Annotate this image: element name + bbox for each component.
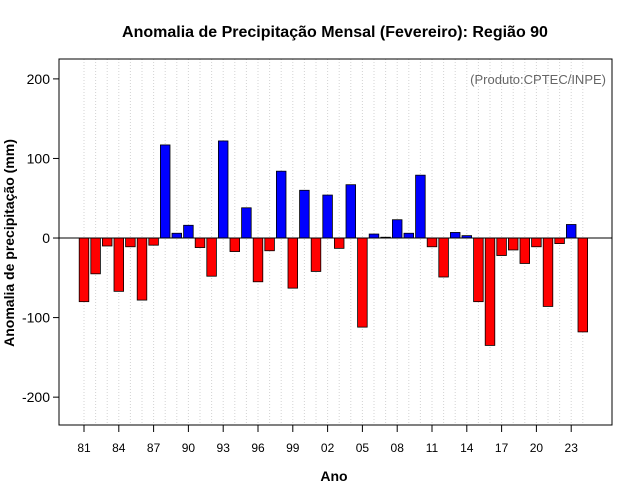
- x-tick-label: 81: [77, 441, 91, 455]
- bar-2008: [391, 219, 403, 239]
- bar-2015: [473, 237, 484, 303]
- x-tick-label: 11: [426, 441, 439, 455]
- y-tick-label: 100: [27, 150, 51, 166]
- y-tick-label: 200: [27, 71, 51, 87]
- bar-2024: [577, 237, 589, 333]
- bar-2012: [438, 237, 449, 278]
- y-tick-label: 0: [42, 230, 50, 246]
- bar-1989: [171, 232, 183, 239]
- bar-1992: [206, 237, 217, 277]
- product-annotation: (Produto:CPTEC/INPE): [470, 72, 606, 87]
- x-tick-label: 17: [495, 441, 509, 455]
- bar-1981: [78, 237, 90, 303]
- y-axis: -200 -100 0 100 200: [22, 71, 59, 405]
- x-tick-label: 93: [217, 441, 231, 455]
- y-tick-label: -100: [22, 310, 50, 326]
- x-axis-label: Ano: [320, 468, 347, 484]
- bar-1984: [113, 237, 125, 292]
- x-tick-label: 20: [530, 441, 544, 455]
- x-tick-label: 84: [112, 441, 126, 455]
- bar-1987: [148, 237, 159, 246]
- bar-1996: [252, 237, 264, 283]
- bar-2011: [426, 237, 438, 248]
- bar-2004: [345, 184, 357, 239]
- vertical-grid: [83, 59, 584, 425]
- x-tick-label: 02: [321, 441, 335, 455]
- x-tick-label: 14: [460, 441, 474, 455]
- bar-1991: [194, 237, 206, 248]
- bar-1986: [136, 237, 148, 301]
- plot-frame: [58, 58, 613, 426]
- bar-2005: [357, 237, 368, 328]
- x-axis: 81 84 87 90 93 96 99 02 05 08 11 14 17 20 23: [77, 425, 578, 455]
- y-axis-label: Anomalia de precipitação (mm): [1, 139, 17, 347]
- x-tick-label: 99: [286, 441, 300, 455]
- chart-title: Anomalia de Precipitação Mensal (Feverei…: [122, 24, 548, 41]
- x-tick-label: 23: [565, 441, 579, 455]
- bar-1995: [241, 207, 252, 239]
- bar-2006: [368, 233, 380, 239]
- bar-2016: [484, 237, 496, 346]
- bars: [78, 140, 589, 346]
- bar-2018: [507, 237, 519, 251]
- bar-2023: [566, 224, 577, 239]
- bar-2010: [415, 174, 426, 239]
- bar-1998: [275, 170, 287, 239]
- bar-1982: [90, 237, 101, 275]
- bar-1993: [217, 140, 229, 239]
- bar-2022: [554, 237, 565, 244]
- bar-2003: [333, 237, 345, 249]
- bar-2009: [403, 232, 415, 239]
- bar-2019: [519, 237, 531, 264]
- x-tick-label: 87: [147, 441, 161, 455]
- bar-1983: [102, 237, 113, 247]
- bar-1997: [264, 237, 275, 252]
- y-tick-label: -200: [22, 389, 50, 405]
- bar-1994: [229, 237, 241, 252]
- bar-2001: [310, 237, 322, 272]
- bar-2021: [542, 237, 554, 307]
- x-tick-label: 08: [391, 441, 405, 455]
- x-tick-label: 96: [251, 441, 265, 455]
- bar-1990: [183, 224, 194, 239]
- bar-2013: [449, 232, 461, 239]
- bar-1999: [287, 237, 299, 289]
- bar-1988: [159, 144, 171, 239]
- x-tick-label: 05: [356, 441, 370, 455]
- x-tick-label: 90: [182, 441, 196, 455]
- bar-2017: [496, 237, 507, 256]
- bar-2002: [322, 194, 333, 239]
- bar-2000: [299, 189, 310, 239]
- bar-1985: [125, 237, 136, 248]
- bar-2020: [531, 237, 542, 248]
